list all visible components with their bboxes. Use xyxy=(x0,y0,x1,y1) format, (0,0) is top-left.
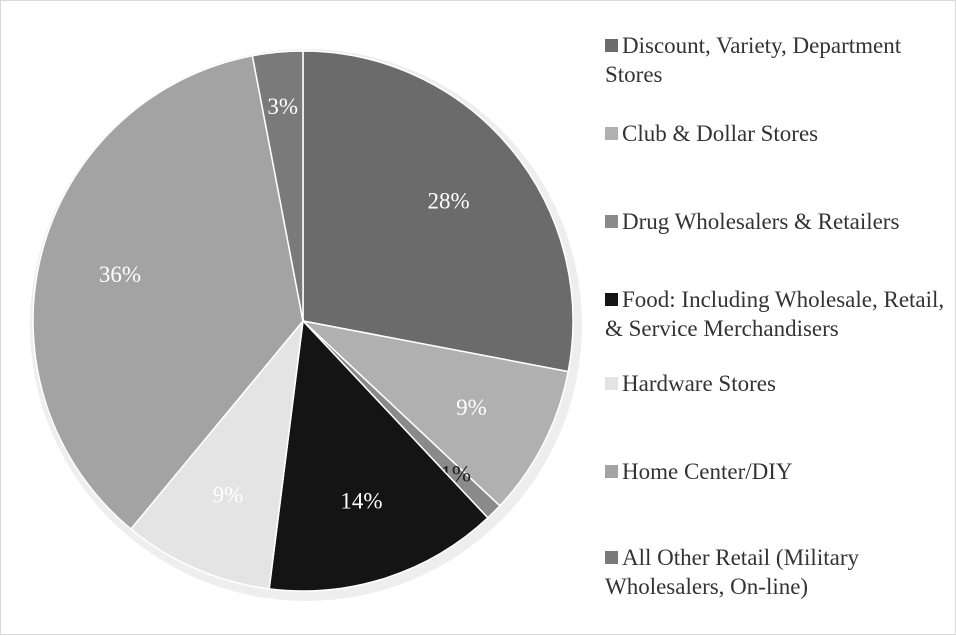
legend-label-3: Food: Including Wholesale, Retail, & Ser… xyxy=(605,287,945,341)
legend-label-5: Home Center/DIY xyxy=(622,459,793,484)
legend-item-5: Home Center/DIY xyxy=(605,457,950,486)
pie-slice-4 xyxy=(129,318,305,590)
pie-slice-0 xyxy=(302,50,574,373)
legend-item-3: Food: Including Wholesale, Retail, & Ser… xyxy=(605,285,950,343)
legend-label-6: All Other Retail (Military Wholesalers, … xyxy=(605,545,859,599)
legend-swatch-3 xyxy=(605,293,618,306)
legend-swatch-1 xyxy=(605,127,618,140)
legend-swatch-6 xyxy=(605,551,618,564)
data-label-3: 14% xyxy=(340,489,382,514)
pie-slice-5 xyxy=(32,54,304,531)
data-label-0: 28% xyxy=(428,189,470,214)
legend-label-0: Discount, Variety, Department Stores xyxy=(605,33,902,87)
legend-swatch-4 xyxy=(605,377,618,390)
legend-label-1: Club & Dollar Stores xyxy=(622,121,819,146)
legend-swatch-0 xyxy=(605,39,618,52)
data-label-6: 3% xyxy=(267,94,298,119)
legend-item-6: All Other Retail (Military Wholesalers, … xyxy=(605,543,950,601)
pie-slice-6 xyxy=(251,50,304,322)
data-label-5: 36% xyxy=(99,262,141,287)
legend-label-2: Drug Wholesalers & Retailers xyxy=(622,209,900,234)
pie-slice-3 xyxy=(268,319,489,592)
legend-label-4: Hardware Stores xyxy=(622,371,776,396)
data-label-4: 9% xyxy=(213,483,244,508)
legend-swatch-5 xyxy=(605,465,618,478)
legend-item-1: Club & Dollar Stores xyxy=(605,119,950,148)
legend-item-0: Discount, Variety, Department Stores xyxy=(605,31,950,89)
pie-slice-1 xyxy=(300,319,570,507)
data-label-1: 9% xyxy=(456,395,487,420)
legend-item-4: Hardware Stores xyxy=(605,369,950,398)
legend-swatch-2 xyxy=(605,215,618,228)
legend-item-2: Drug Wholesalers & Retailers xyxy=(605,207,950,236)
